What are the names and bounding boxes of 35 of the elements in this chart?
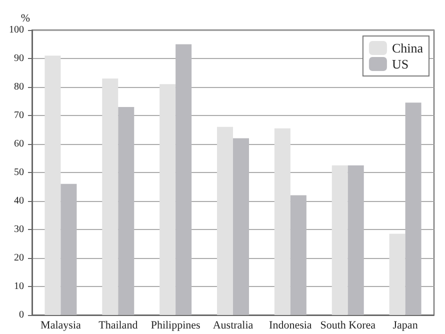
y-tick-label: 30 bbox=[14, 224, 24, 235]
y-tick-label: 50 bbox=[14, 167, 24, 178]
bar bbox=[160, 84, 176, 315]
x-tick-label: Japan bbox=[392, 320, 418, 332]
bar bbox=[389, 234, 406, 315]
y-tick-label: 80 bbox=[14, 82, 24, 92]
y-tick-label: 40 bbox=[14, 196, 24, 206]
legend-label: China bbox=[392, 40, 424, 56]
x-tick-label: Malaysia bbox=[40, 320, 81, 332]
bar bbox=[274, 128, 290, 315]
x-tick-label: South Korea bbox=[320, 320, 376, 332]
y-tick-label: 70 bbox=[14, 110, 24, 121]
x-tick-label: Indonesia bbox=[269, 320, 312, 332]
bar bbox=[44, 56, 61, 315]
x-tick-label: Philippines bbox=[150, 320, 200, 332]
y-tick-label: 10 bbox=[14, 281, 24, 292]
bar bbox=[102, 78, 118, 315]
bar bbox=[233, 138, 249, 315]
bar bbox=[118, 106, 134, 315]
y-tick-label: 20 bbox=[14, 252, 24, 264]
bar bbox=[348, 165, 364, 315]
x-tick-label: Thailand bbox=[98, 320, 138, 332]
y-tick-label: 60 bbox=[14, 138, 24, 150]
bar bbox=[176, 44, 192, 315]
bar bbox=[405, 102, 422, 315]
y-tick-label: 100 bbox=[9, 24, 24, 36]
x-tick-label: Australia bbox=[212, 320, 254, 332]
legend-label: US bbox=[392, 56, 409, 72]
y-tick-label: 0 bbox=[19, 310, 24, 320]
bar bbox=[60, 184, 77, 315]
bar bbox=[217, 126, 233, 315]
y-tick-label: 90 bbox=[14, 53, 24, 64]
bar bbox=[290, 195, 306, 315]
bar bbox=[332, 165, 348, 315]
y-axis-title: % bbox=[20, 12, 30, 24]
